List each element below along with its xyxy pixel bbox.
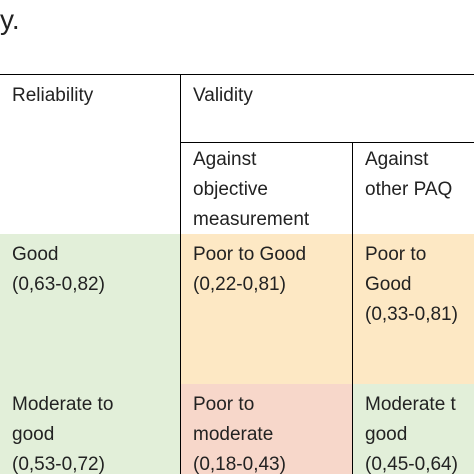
reliability-validity-table: Good (0,63-0,82) Poor to Good (0,22-0,81… — [0, 74, 474, 474]
column-divider-1 — [180, 74, 181, 474]
header-against-paq: Against other PAQ — [365, 149, 453, 200]
preceding-text-fragment: y. — [0, 4, 20, 35]
column-divider-2 — [352, 142, 353, 474]
table-top-rule — [0, 74, 474, 75]
cell-row2-objective: Poor to moderate (0,18-0,43) — [181, 384, 352, 474]
header-validity: Validity — [193, 85, 253, 106]
cell-row1-objective: Poor to Good (0,22-0,81) — [181, 234, 352, 384]
cell-row2-reliability: Moderate to good (0,53-0,72) — [0, 384, 180, 474]
header-against-objective: Against objective measurement — [193, 149, 310, 230]
cell-row1-paq: Poor to Good (0,33-0,81) — [353, 234, 474, 384]
validity-sub-rule — [180, 142, 474, 143]
cell-row2-paq: Moderate t good (0,45-0,64) — [353, 384, 474, 474]
cell-row1-reliability: Good (0,63-0,82) — [0, 234, 180, 384]
header-reliability: Reliability — [12, 85, 94, 106]
